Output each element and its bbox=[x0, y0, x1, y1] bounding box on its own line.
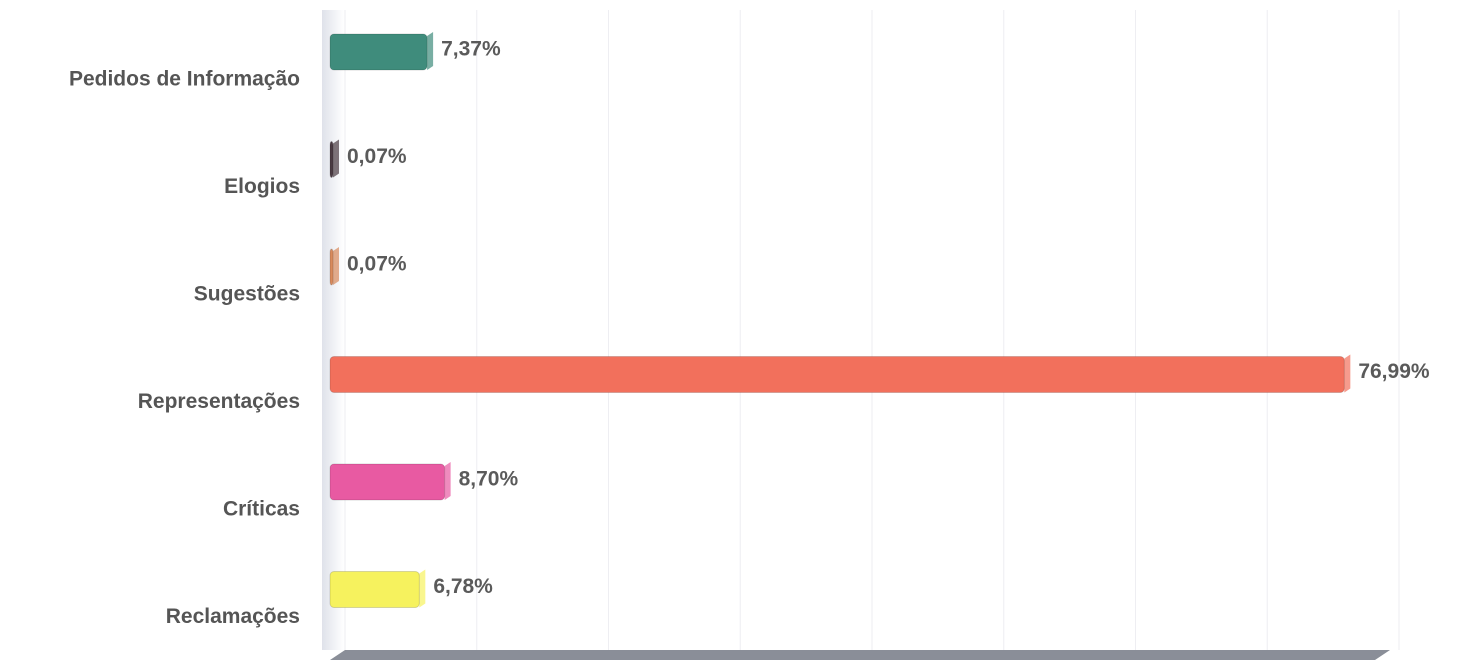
bar bbox=[329, 141, 334, 178]
bar bbox=[329, 356, 1345, 393]
y-tick-label: Críticas bbox=[223, 498, 300, 521]
bar-side bbox=[427, 32, 434, 70]
value-label: 0,07% bbox=[347, 253, 407, 276]
y-tick-label: Elogios bbox=[224, 175, 300, 198]
bar-side bbox=[444, 462, 451, 500]
chart-floor bbox=[330, 650, 1390, 660]
value-label: 8,70% bbox=[459, 468, 519, 491]
value-label: 76,99% bbox=[1358, 360, 1430, 383]
bar bbox=[329, 463, 446, 501]
chart-wall bbox=[322, 10, 344, 650]
value-label: 0,07% bbox=[347, 145, 407, 168]
y-tick-label: Pedidos de Informação bbox=[69, 68, 300, 91]
bar-side bbox=[333, 139, 339, 178]
bar bbox=[329, 33, 428, 71]
bar-side bbox=[1344, 354, 1351, 393]
y-tick-label: Sugestões bbox=[194, 283, 300, 306]
y-tick-label: Reclamações bbox=[166, 605, 300, 628]
bar bbox=[329, 248, 334, 286]
value-label: 6,78% bbox=[433, 575, 493, 598]
y-tick-label: Representações bbox=[138, 390, 300, 413]
bar-side bbox=[333, 247, 339, 285]
bar-side bbox=[419, 569, 426, 608]
value-label: 7,37% bbox=[441, 38, 501, 61]
bar bbox=[329, 571, 420, 608]
